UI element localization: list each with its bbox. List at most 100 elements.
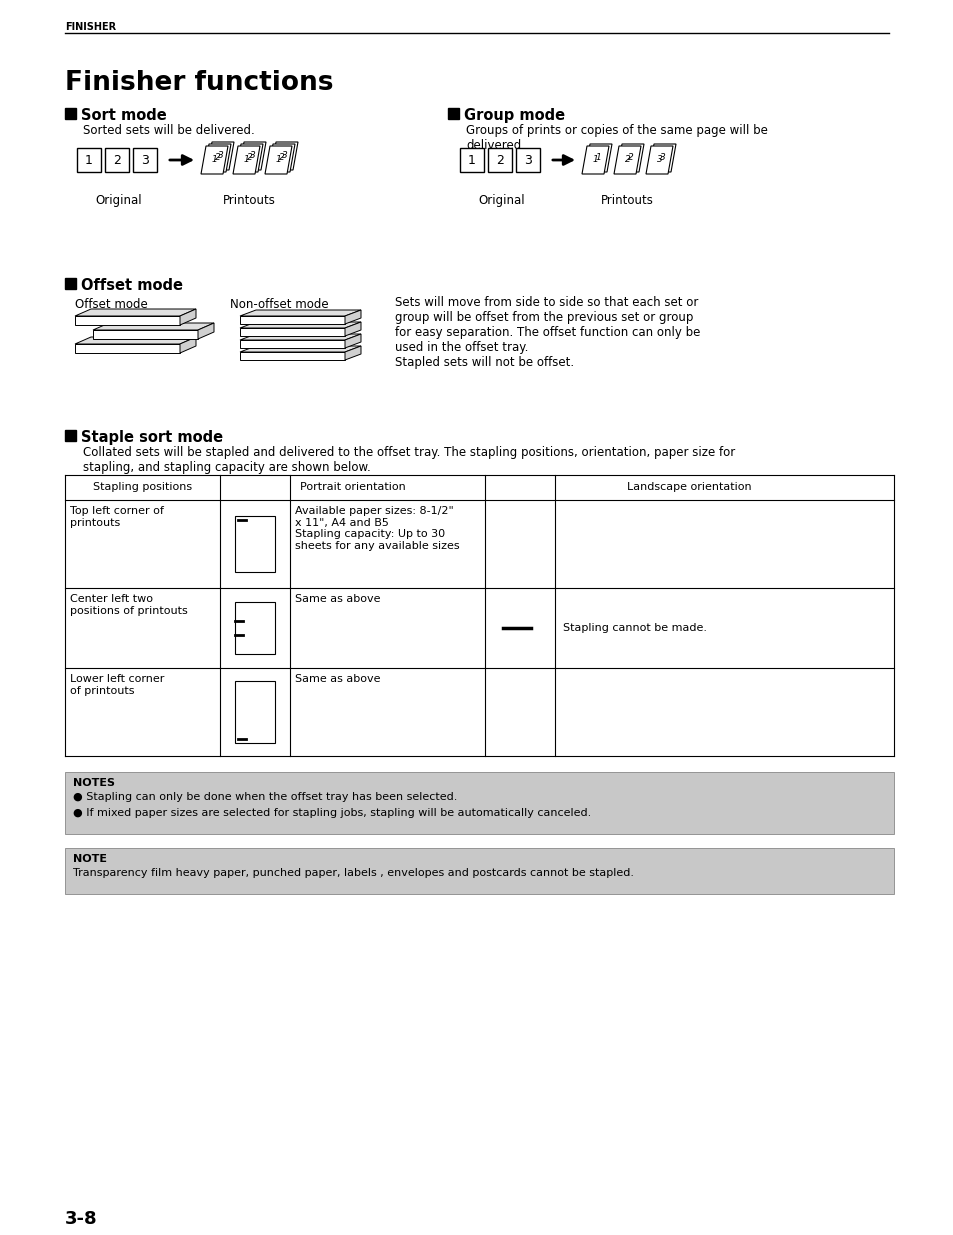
Polygon shape: [180, 337, 195, 353]
Polygon shape: [198, 324, 213, 338]
Text: Non-offset mode: Non-offset mode: [230, 298, 328, 311]
Polygon shape: [584, 144, 612, 172]
Polygon shape: [645, 146, 672, 174]
Text: 3: 3: [281, 152, 287, 161]
Text: Stapling positions: Stapling positions: [92, 483, 192, 493]
Text: 2: 2: [113, 153, 121, 167]
Text: Available paper sizes: 8-1/2"
x 11", A4 and B5
Stapling capacity: Up to 30
sheet: Available paper sizes: 8-1/2" x 11", A4 …: [294, 506, 459, 551]
Text: Sets will move from side to side so that each set or
group will be offset from t: Sets will move from side to side so that…: [395, 296, 700, 369]
Polygon shape: [235, 144, 263, 172]
Text: Finisher functions: Finisher functions: [65, 70, 334, 96]
Text: 1: 1: [592, 156, 598, 164]
Bar: [132, 148, 157, 172]
Text: 1: 1: [85, 153, 92, 167]
Text: Same as above: Same as above: [294, 594, 380, 604]
Polygon shape: [617, 144, 643, 172]
Text: 1: 1: [243, 156, 249, 164]
Polygon shape: [265, 146, 292, 174]
Text: 1: 1: [468, 153, 476, 167]
Polygon shape: [648, 144, 676, 172]
Bar: [65, 107, 76, 119]
Text: Transparency film heavy paper, punched paper, labels , envelopes and postcards c: Transparency film heavy paper, punched p…: [73, 868, 634, 878]
Bar: [240, 316, 345, 324]
Polygon shape: [204, 144, 231, 172]
Polygon shape: [268, 144, 294, 172]
Polygon shape: [180, 309, 195, 325]
Bar: [75, 345, 180, 353]
Text: 2: 2: [214, 153, 220, 163]
Polygon shape: [240, 310, 360, 316]
Bar: [65, 430, 76, 441]
Text: 3: 3: [656, 156, 661, 164]
Bar: [234, 516, 274, 572]
Polygon shape: [240, 346, 360, 352]
Polygon shape: [75, 309, 195, 316]
Polygon shape: [239, 142, 266, 170]
Polygon shape: [614, 146, 640, 174]
Text: 2: 2: [627, 153, 633, 163]
Bar: [105, 148, 129, 172]
Bar: [65, 278, 76, 289]
Polygon shape: [240, 322, 360, 329]
Text: Same as above: Same as above: [294, 674, 380, 684]
Polygon shape: [240, 333, 360, 340]
Text: 3: 3: [250, 152, 255, 161]
Text: 3-8: 3-8: [65, 1210, 97, 1228]
Bar: [459, 148, 483, 172]
Text: ● Stapling can only be done when the offset tray has been selected.: ● Stapling can only be done when the off…: [73, 792, 456, 802]
Text: 2: 2: [496, 153, 503, 167]
Polygon shape: [345, 346, 360, 359]
Text: Original: Original: [478, 194, 525, 207]
Bar: [234, 601, 274, 655]
Text: NOTE: NOTE: [73, 853, 107, 864]
Text: Offset mode: Offset mode: [81, 278, 183, 293]
Text: 3: 3: [217, 152, 223, 161]
Text: Stapling cannot be made.: Stapling cannot be made.: [562, 622, 706, 634]
Text: Original: Original: [95, 194, 142, 207]
Text: NOTES: NOTES: [73, 778, 115, 788]
Text: Printouts: Printouts: [222, 194, 275, 207]
Text: Group mode: Group mode: [463, 107, 564, 124]
Bar: [488, 148, 512, 172]
Bar: [234, 680, 274, 743]
Text: 3: 3: [523, 153, 532, 167]
Bar: [77, 148, 101, 172]
Text: Lower left corner
of printouts: Lower left corner of printouts: [70, 674, 164, 695]
Text: Sorted sets will be delivered.: Sorted sets will be delivered.: [83, 124, 254, 137]
Bar: [65, 772, 893, 834]
Text: Center left two
positions of printouts: Center left two positions of printouts: [70, 594, 188, 615]
Bar: [92, 330, 198, 338]
Bar: [240, 352, 345, 359]
Polygon shape: [201, 146, 228, 174]
Text: Offset mode: Offset mode: [75, 298, 148, 311]
Text: 2: 2: [278, 153, 284, 163]
Text: Staple sort mode: Staple sort mode: [81, 430, 223, 445]
Bar: [75, 316, 180, 325]
Text: 1: 1: [212, 156, 217, 164]
Polygon shape: [75, 337, 195, 345]
Polygon shape: [271, 142, 297, 170]
Text: 1: 1: [275, 156, 281, 164]
Text: 2: 2: [624, 156, 630, 164]
Polygon shape: [345, 333, 360, 348]
Polygon shape: [581, 146, 608, 174]
Text: Landscape orientation: Landscape orientation: [626, 483, 751, 493]
Polygon shape: [233, 146, 260, 174]
Bar: [448, 107, 458, 119]
Polygon shape: [345, 322, 360, 336]
Text: Portrait orientation: Portrait orientation: [299, 483, 405, 493]
Polygon shape: [207, 142, 233, 170]
Text: Printouts: Printouts: [600, 194, 653, 207]
Text: 3: 3: [141, 153, 149, 167]
Bar: [240, 329, 345, 336]
Polygon shape: [345, 310, 360, 324]
Text: 3: 3: [659, 153, 664, 163]
Text: ● If mixed paper sizes are selected for stapling jobs, stapling will be automati: ● If mixed paper sizes are selected for …: [73, 808, 591, 818]
Text: Sort mode: Sort mode: [81, 107, 167, 124]
Bar: [240, 340, 345, 348]
Bar: [516, 148, 539, 172]
Text: Groups of prints or copies of the same page will be
delivered.: Groups of prints or copies of the same p…: [465, 124, 767, 152]
Text: 2: 2: [247, 153, 253, 163]
Text: 1: 1: [595, 153, 600, 163]
Text: Collated sets will be stapled and delivered to the offset tray. The stapling pos: Collated sets will be stapled and delive…: [83, 446, 735, 474]
